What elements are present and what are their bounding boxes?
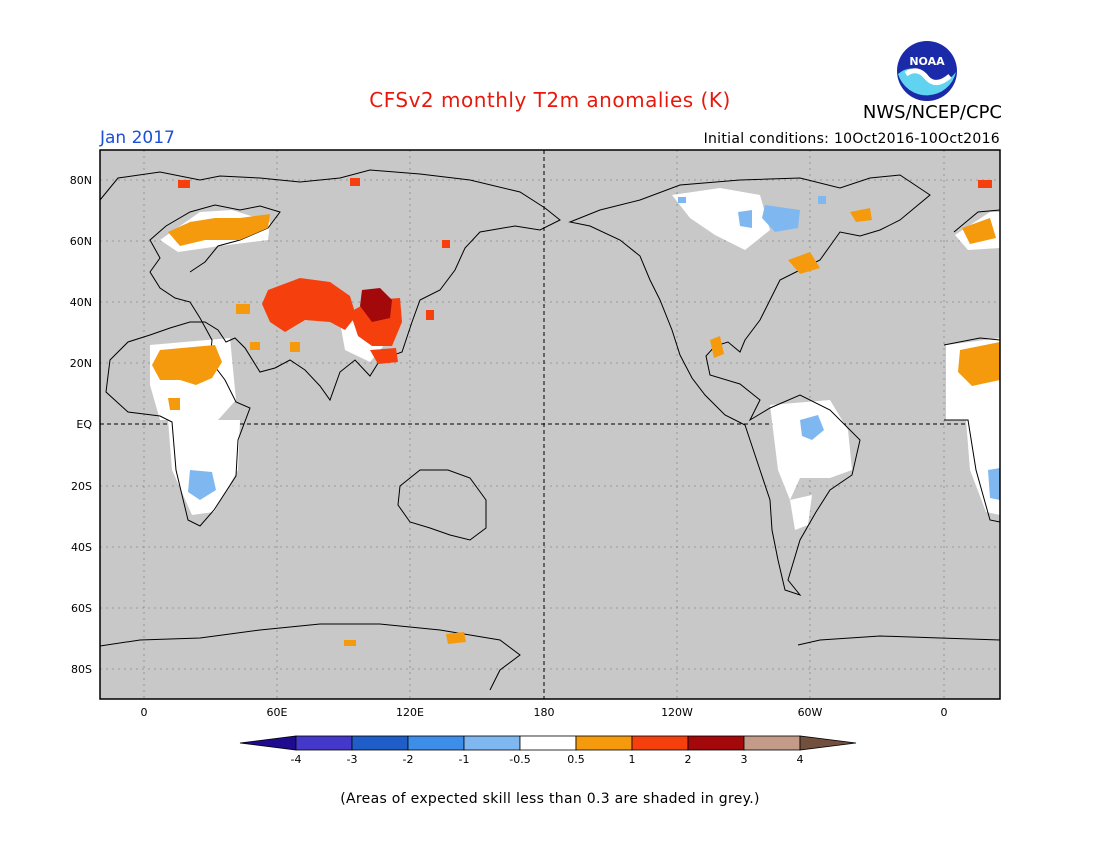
- colorbar-tick: -0.5: [509, 753, 530, 766]
- lat-label: 20S: [71, 480, 92, 493]
- lon-label: 120W: [661, 706, 693, 719]
- chart-title: CFSv2 monthly T2m anomalies (K): [369, 88, 731, 112]
- colorbar-arrow-high: [799, 735, 857, 751]
- colorbar-tick: -4: [291, 753, 302, 766]
- initial-conditions: Initial conditions: 10Oct2016-10Oct2016: [703, 131, 1000, 147]
- colorbar-tick: -3: [347, 753, 358, 766]
- colorbar-bin: [463, 735, 521, 751]
- cool-anomalies: [188, 196, 1000, 500]
- lon-label: 180: [534, 706, 555, 719]
- noaa-logo: NOAA: [896, 40, 958, 102]
- footnote: (Areas of expected skill less than 0.3 a…: [340, 791, 760, 807]
- colorbar-bin: [351, 735, 409, 751]
- lat-label: 60N: [70, 235, 92, 248]
- colorbar-bin: [295, 735, 353, 751]
- lon-label: 0: [141, 706, 148, 719]
- lon-label: 60E: [267, 706, 288, 719]
- colorbar-bin: [407, 735, 465, 751]
- lon-label: 60W: [798, 706, 823, 719]
- lat-label: 20N: [70, 357, 92, 370]
- lat-label: 80S: [71, 663, 92, 676]
- lat-label: 60S: [71, 602, 92, 615]
- lat-label: EQ: [76, 418, 92, 431]
- colorbar-tick: -1: [459, 753, 470, 766]
- colorbar-labels: -4 -3 -2 -1 -0.5 0.5 1 2 3 4: [291, 753, 804, 766]
- lat-labels: 80N 60N 40N 20N EQ 20S 40S 60S 80S: [70, 174, 93, 676]
- colorbar-bin: [519, 735, 577, 751]
- map-border: [99, 149, 1001, 700]
- colorbar-bin: [575, 735, 633, 751]
- equator-dateline: [100, 150, 1000, 699]
- valid-month: Jan 2017: [100, 128, 175, 148]
- lat-label: 40S: [71, 541, 92, 554]
- lon-label: 0: [941, 706, 948, 719]
- colorbar-tick: 1: [629, 753, 636, 766]
- lat-label: 40N: [70, 296, 92, 309]
- map-gridlines: [100, 150, 1000, 699]
- colorbar-tick: -2: [403, 753, 414, 766]
- extreme-anomalies: [360, 288, 392, 322]
- warm-anomalies: [152, 208, 1000, 646]
- colorbar-bin: [687, 735, 745, 751]
- colorbar-tick: 3: [741, 753, 748, 766]
- logo-text: NOAA: [909, 55, 945, 68]
- organization-label: NWS/NCEP/CPC: [862, 102, 1002, 123]
- colorbar-tick: 4: [797, 753, 804, 766]
- lat-label: 80N: [70, 174, 92, 187]
- colorbar-arrow-low: [239, 735, 297, 751]
- lon-labels: 0 60E 120E 180 120W 60W 0: [141, 706, 948, 719]
- colorbar-bin: [743, 735, 801, 751]
- colorbar: [239, 735, 857, 751]
- coastlines: [99, 169, 1001, 691]
- colorbar-tick: 0.5: [567, 753, 585, 766]
- colorbar-bin: [631, 735, 689, 751]
- colorbar-tick: 2: [685, 753, 692, 766]
- lon-label: 120E: [396, 706, 424, 719]
